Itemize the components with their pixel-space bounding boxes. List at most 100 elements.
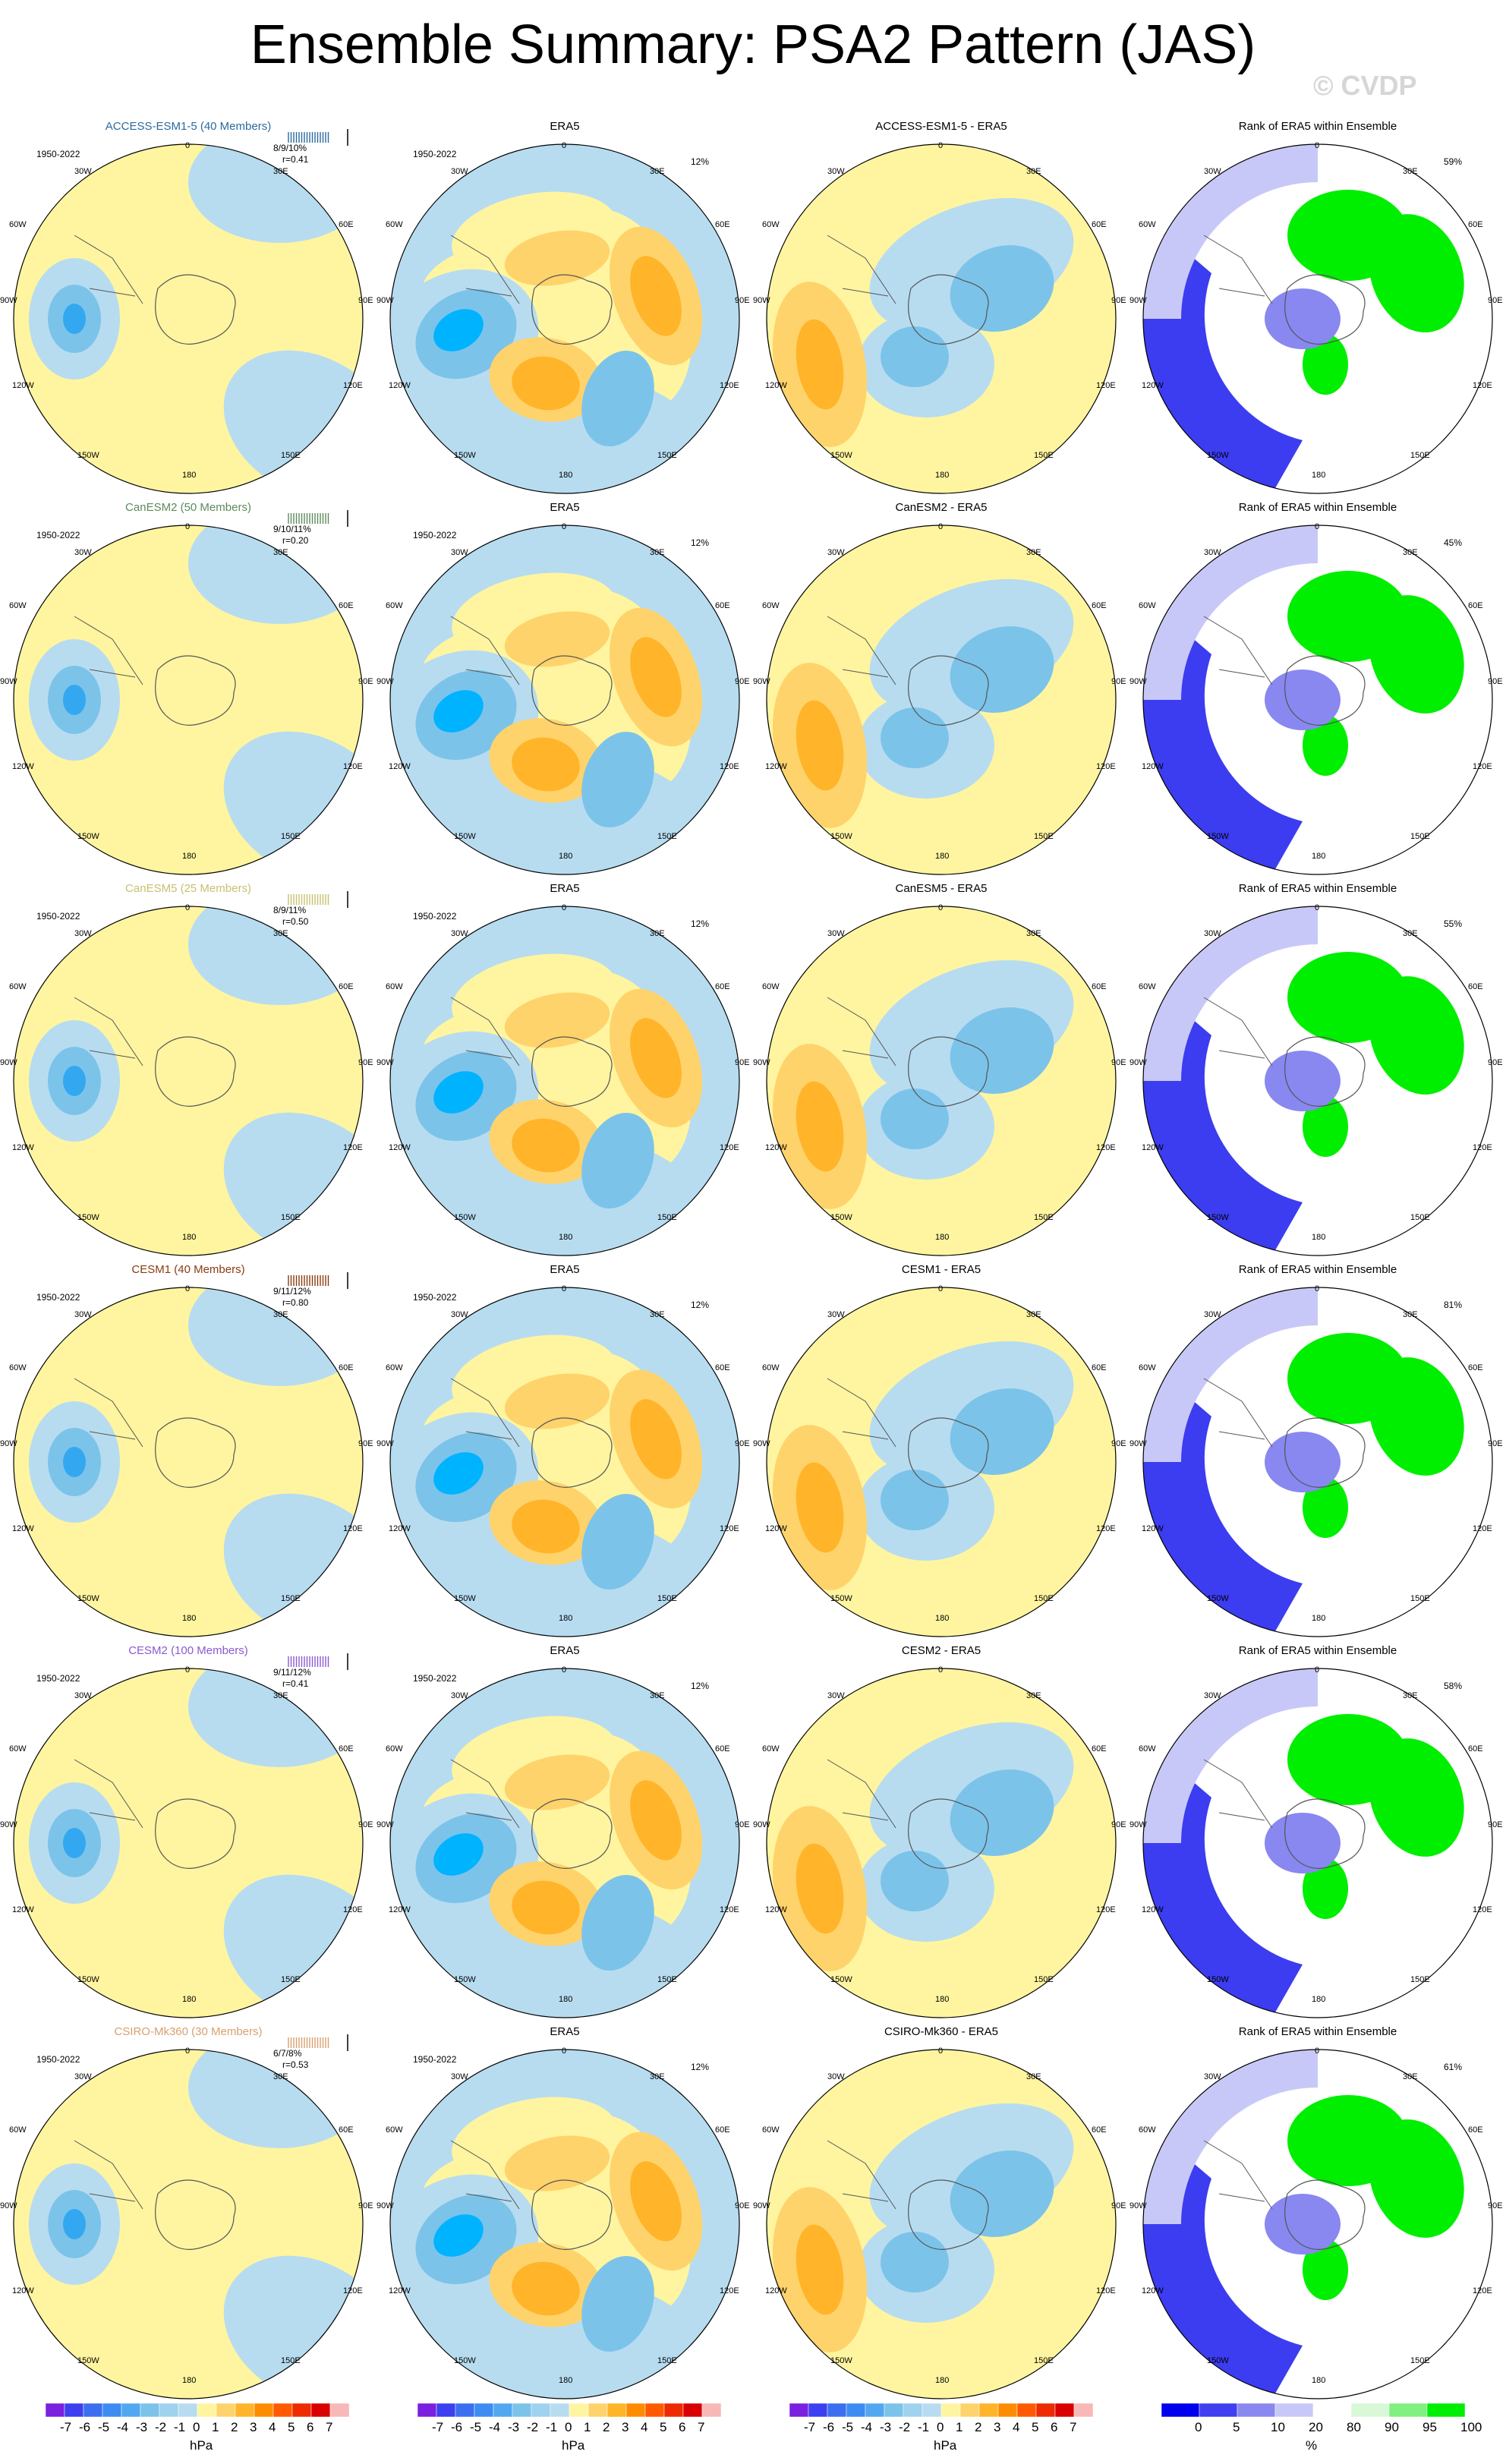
rank-polar-map: [1142, 1287, 1493, 1637]
lon-label-lon_90e: 90E: [358, 2201, 373, 2210]
stats-pct: 8/9/11%: [273, 905, 307, 915]
lon-label-lon_90e: 90E: [1111, 2201, 1126, 2210]
colorbar-swatch: [808, 2403, 828, 2417]
panel-title: CESM1 (40 Members): [131, 1263, 245, 1276]
variance-pct: 45%: [1443, 537, 1462, 548]
lon-label-lon_90e: 90E: [735, 1820, 750, 1829]
lon-label-lon_120w: 120W: [765, 762, 787, 771]
figure-title: Ensemble Summary: PSA2 Pattern (JAS): [250, 14, 1256, 75]
lon-label-lon_30w: 30W: [827, 1691, 845, 1700]
lon-label-lon_60e: 60E: [1092, 2125, 1107, 2135]
lon-label-lon_30w: 30W: [451, 548, 468, 557]
lon-label-lon_150w: 150W: [454, 451, 476, 460]
panel-title: ERA5: [550, 501, 580, 514]
panel-title: ERA5: [550, 1644, 580, 1657]
member-distribution-ticks: [288, 510, 348, 527]
colorbar-swatch: [310, 2403, 331, 2417]
colorbar-swatch: [474, 2403, 494, 2417]
lon-label-lon_180: 180: [559, 1614, 573, 1623]
lon-label-lon_120e: 120E: [1473, 1524, 1492, 1533]
lon-label-lon_60w: 60W: [9, 220, 27, 229]
lon-label-lon_90e: 90E: [1488, 296, 1503, 305]
lon-label-lon_120w: 120W: [12, 1905, 34, 1914]
lon-label-lon_120w: 120W: [389, 1905, 411, 1914]
colorbar-tick-label: 2: [231, 2420, 238, 2434]
colorbar-tick-label: 95: [1423, 2420, 1437, 2434]
lon-label-lon_180: 180: [182, 1995, 197, 2004]
lon-label-lon_30w: 30W: [1204, 167, 1221, 176]
map-boundary: [13, 2049, 364, 2399]
member-distribution-ticks: [288, 2034, 348, 2051]
diff-polar-map: [766, 906, 1117, 1256]
lon-label-lon_150e: 150E: [657, 832, 677, 841]
lon-label-lon_60w: 60W: [1139, 982, 1156, 991]
lon-label-lon_150e: 150E: [657, 2356, 677, 2365]
colorbar-tick-label: 20: [1309, 2420, 1323, 2434]
panel-diff-row6: CSIRO-Mk360 - ERA5 0 30E 60E 90E 120E 150E 180 1…: [753, 2025, 1130, 2408]
colorbar-swatch: [329, 2403, 349, 2417]
variance-pct: 81%: [1443, 1300, 1462, 1310]
colorbar-swatch: [1054, 2403, 1075, 2417]
map-boundary: [13, 1668, 364, 2018]
lon-label-lon_30w: 30W: [451, 167, 468, 176]
map-boundary: [766, 143, 1117, 494]
lon-label-lon_150w: 150W: [830, 832, 852, 841]
era5-polar-map: [389, 906, 740, 1256]
lon-label-lon_0: 0: [185, 1665, 191, 1675]
panel-title: CSIRO-Mk360 (30 Members): [114, 2025, 263, 2038]
diff-polar-map: [766, 143, 1117, 494]
colorbar-swatch: [273, 2403, 293, 2417]
colorbar-tick-label: 3: [250, 2420, 257, 2434]
panel-title: ERA5: [550, 1263, 580, 1276]
lon-label-lon_30e: 30E: [273, 1310, 288, 1319]
colorbar-swatch: [1016, 2403, 1037, 2417]
colorbar-swatch: [1073, 2403, 1093, 2417]
lon-label-lon_150w: 150W: [77, 832, 99, 841]
lon-label-lon_150e: 150E: [281, 1975, 301, 1984]
lon-label-lon_90e: 90E: [735, 2201, 750, 2210]
colorbar-swatch: [197, 2403, 217, 2417]
colorbar-tick-label: 1: [584, 2420, 591, 2434]
lon-label-lon_120e: 120E: [1096, 1524, 1116, 1533]
panel-title: CanESM5 - ERA5: [895, 882, 988, 895]
rank-field: [1143, 2050, 1492, 2399]
lon-label-lon_60w: 60W: [762, 1363, 780, 1372]
colorbar-tick-label: 100: [1460, 2420, 1482, 2434]
model-contour-field: [14, 906, 363, 1256]
lon-label-lon_60w: 60W: [386, 1744, 403, 1753]
colorbar-swatch: [102, 2403, 122, 2417]
colorbar-swatches: [1161, 2403, 1465, 2417]
panel-title: ACCESS-ESM1-5 (40 Members): [105, 120, 272, 133]
era5-contour-field: [390, 144, 739, 493]
panel-title: ERA5: [550, 2025, 580, 2038]
colorbar-tick-label: 6: [1051, 2420, 1058, 2434]
lon-label-lon_90w: 90W: [0, 2201, 17, 2210]
period-label: 1950-2022: [413, 911, 457, 922]
lon-label-lon_60e: 60E: [715, 982, 730, 991]
diff-contour-field: [767, 1668, 1116, 2018]
period-label: 1950-2022: [36, 1673, 80, 1684]
rank-field: [1143, 1287, 1492, 1637]
lon-label-lon_90w: 90W: [753, 296, 770, 305]
model-polar-map: [13, 1668, 364, 2018]
lon-label-lon_90w: 90W: [376, 2201, 394, 2210]
lon-label-lon_30e: 30E: [1403, 1691, 1418, 1700]
colorbar-swatch: [159, 2403, 179, 2417]
lon-label-lon_120e: 120E: [1473, 381, 1492, 390]
map-boundary: [1142, 2049, 1493, 2399]
lon-label-lon_120e: 120E: [343, 2286, 363, 2295]
lon-label-lon_150e: 150E: [1034, 1975, 1054, 1984]
antarctica-coastline: [531, 1036, 613, 1107]
colorbar-swatch: [682, 2403, 703, 2417]
map-boundary: [389, 2049, 740, 2399]
panel-title: ACCESS-ESM1-5 - ERA5: [875, 120, 1007, 133]
variance-pct: 58%: [1443, 1681, 1462, 1691]
colorbar-tick-label: -6: [451, 2420, 463, 2434]
lon-label-lon_60e: 60E: [1092, 601, 1107, 610]
colorbar-tick-label: 0: [937, 2420, 944, 2434]
era5-polar-map: [389, 1668, 740, 2018]
lon-label-lon_90e: 90E: [358, 1058, 373, 1067]
variance-pct: 12%: [690, 537, 709, 548]
panel-era5-row6: ERA5 1950-2022 12% 0 30E 60E 90E 120E 150E 180 150…: [376, 2025, 753, 2408]
lon-label-lon_180: 180: [559, 1233, 573, 1242]
